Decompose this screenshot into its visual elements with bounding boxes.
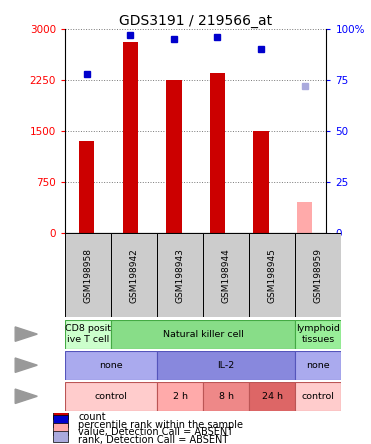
Bar [65, 382, 157, 411]
Polygon shape [15, 358, 37, 373]
Polygon shape [15, 389, 37, 404]
Bar [203, 233, 249, 317]
Bar [203, 382, 249, 411]
Bar [157, 233, 203, 317]
Title: GDS3191 / 219566_at: GDS3191 / 219566_at [119, 14, 272, 28]
Text: control: control [302, 392, 335, 401]
Bar [65, 320, 111, 349]
Bar [53, 415, 68, 427]
Bar [166, 80, 181, 233]
Text: IL-2: IL-2 [217, 361, 235, 370]
Text: GSM198943: GSM198943 [175, 248, 185, 303]
Text: CD8 posit
ive T cell: CD8 posit ive T cell [65, 325, 111, 344]
Text: 8 h: 8 h [219, 392, 234, 401]
Text: control: control [95, 392, 127, 401]
Bar [253, 131, 269, 233]
Bar [123, 43, 138, 233]
Text: GSM198944: GSM198944 [221, 248, 231, 303]
Text: GSM198942: GSM198942 [129, 248, 138, 303]
Text: GSM198958: GSM198958 [83, 248, 92, 303]
Bar [53, 431, 68, 442]
Text: 24 h: 24 h [262, 392, 283, 401]
Bar [157, 382, 203, 411]
Bar [295, 351, 341, 380]
Bar [65, 351, 157, 380]
Text: count: count [78, 412, 106, 422]
Text: value, Detection Call = ABSENT: value, Detection Call = ABSENT [78, 427, 233, 437]
Bar [157, 351, 295, 380]
Bar [295, 233, 341, 317]
Bar [53, 408, 68, 419]
Text: none: none [99, 361, 123, 370]
Bar [295, 382, 341, 411]
Text: GSM198959: GSM198959 [314, 248, 323, 303]
Text: GSM198945: GSM198945 [268, 248, 277, 303]
Text: rank, Detection Call = ABSENT: rank, Detection Call = ABSENT [78, 435, 228, 444]
Bar [249, 233, 295, 317]
Bar [295, 320, 341, 349]
Bar [249, 382, 295, 411]
Bar [210, 73, 225, 233]
Polygon shape [15, 327, 37, 341]
Bar [65, 233, 111, 317]
Bar [79, 141, 94, 233]
Text: lymphoid
tissues: lymphoid tissues [296, 325, 340, 344]
Text: percentile rank within the sample: percentile rank within the sample [78, 420, 243, 430]
Bar [111, 320, 295, 349]
Text: none: none [306, 361, 330, 370]
Bar [111, 233, 157, 317]
Bar [53, 423, 68, 435]
Text: 2 h: 2 h [173, 392, 188, 401]
Bar [297, 202, 312, 233]
Text: Natural killer cell: Natural killer cell [163, 329, 243, 339]
